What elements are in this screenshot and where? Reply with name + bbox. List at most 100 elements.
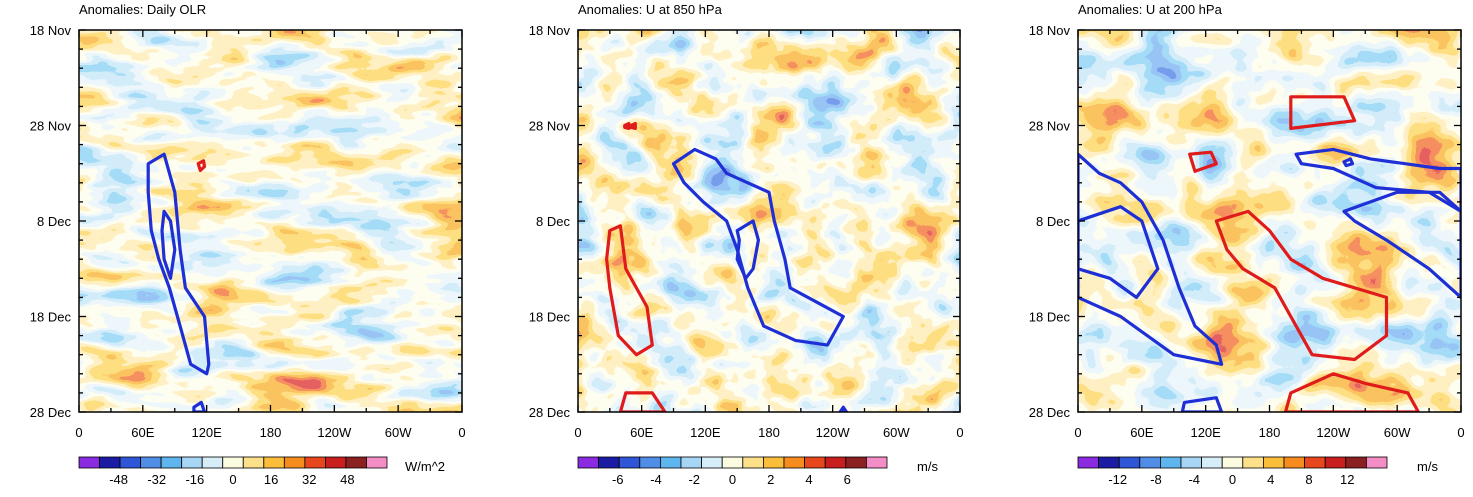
colorbar-swatch (701, 456, 723, 469)
colorbar-swatch (1263, 456, 1285, 469)
colorbar-swatch (1242, 456, 1264, 469)
colorbar-swatch (1098, 456, 1120, 469)
colorbar-swatch (283, 456, 306, 469)
positive-contour-7 (1289, 95, 1357, 130)
colorbar-swatch (660, 456, 682, 469)
y-tick-label: 18 Dec (529, 310, 571, 325)
panel-1: Anomalies: Daily OLR 0 60E 120E 180 120W 60W 0 1… (30, 2, 466, 487)
colorbar-label: 32 (302, 472, 316, 487)
anomaly-field (79, 30, 462, 412)
y-tick-label: 8 Dec (37, 214, 71, 229)
y-tick-label: 28 Nov (529, 119, 571, 134)
negative-contour-1 (671, 147, 845, 347)
colorbar-label: 4 (1267, 472, 1274, 487)
colorbar-swatch (242, 456, 265, 469)
colorbar-swatch (618, 456, 641, 469)
negative-contour-3 (1294, 147, 1461, 213)
negative-contour-2 (160, 209, 177, 280)
colorbar: -12 -8 -4 0 4 8 12 m/s (1077, 456, 1438, 487)
x-tick-label: 60E (131, 425, 154, 440)
colorbar-swatch (680, 456, 703, 469)
colorbar-label: 16 (264, 472, 278, 487)
x-tick-label: 0 (458, 425, 465, 440)
colorbar-swatch (366, 456, 388, 469)
negative-contour-2 (1078, 205, 1160, 299)
colorbar-label: 6 (844, 472, 851, 487)
positive-contour-6 (623, 122, 631, 130)
colorbar-swatch (1283, 456, 1306, 469)
colorbar-swatch (1201, 456, 1223, 469)
x-tick-label: 120E (690, 425, 721, 440)
x-tick-label: 180 (758, 425, 780, 440)
negative-contour-4 (1342, 190, 1461, 299)
colorbar-swatch (1160, 456, 1182, 469)
colorbar-swatch (99, 456, 121, 469)
colorbar-swatch (824, 456, 847, 469)
anomaly-field (1078, 30, 1461, 412)
colorbar-swatch (1118, 456, 1141, 469)
x-tick-label: 120W (816, 425, 851, 440)
y-tick-label: 28 Nov (30, 119, 72, 134)
negative-contour-2 (735, 219, 760, 280)
x-tick-label: 0 (574, 425, 581, 440)
y-tick-label: 18 Nov (1029, 23, 1071, 38)
positive-contour-4 (196, 159, 207, 172)
colorbar-swatch (263, 456, 285, 469)
colorbar-swatch (304, 456, 326, 469)
y-tick-label: 28 Dec (1029, 405, 1071, 420)
y-tick-label: 18 Dec (30, 310, 72, 325)
y-tick-label: 28 Dec (529, 405, 571, 420)
colorbar-label: -4 (1188, 472, 1200, 487)
negative-contour-3 (192, 400, 207, 412)
colorbar-label: 48 (340, 472, 354, 487)
positive-contour-8 (1188, 150, 1218, 173)
y-tick-label: 18 Nov (529, 23, 571, 38)
negative-contour-3 (838, 405, 849, 412)
panel-2: Anomalies: U at 850 hPa 0 60E 120E 180 120W 6 0… (529, 2, 964, 487)
colorbar-swatch (783, 456, 806, 469)
colorbar-swatch (222, 456, 244, 469)
colorbar-swatch (1180, 456, 1203, 469)
negative-contour-1 (1078, 152, 1224, 366)
panel-title: Anomalies: Daily OLR (79, 2, 206, 17)
colorbar-swatch (866, 456, 888, 469)
colorbar-label: -6 (612, 472, 624, 487)
anomaly-field (578, 30, 960, 412)
colorbar-swatch (201, 456, 224, 469)
colorbar-label: -16 (185, 472, 204, 487)
colorbar-label: -48 (109, 472, 128, 487)
negative-contour-1 (146, 152, 211, 376)
x-tick-label: 60E (1130, 425, 1153, 440)
positive-contour-7 (629, 122, 637, 130)
colorbar-label: -32 (147, 472, 166, 487)
colorbar-label: -8 (1150, 472, 1162, 487)
colorbar-swatch (742, 456, 764, 469)
colorbar-swatch (721, 456, 744, 469)
colorbar-label: 0 (729, 472, 736, 487)
colorbar-swatch (119, 456, 141, 469)
x-tick-label: 120W (317, 425, 352, 440)
x-tick-label: 0 (956, 425, 963, 440)
x-tick-label: 0 (75, 425, 82, 440)
colorbar: -48 -32 -16 0 16 32 48 W/m^2 (78, 456, 445, 487)
x-tick-label: 60E (630, 425, 653, 440)
y-tick-label: 28 Dec (30, 405, 72, 420)
colorbar-swatch (140, 456, 162, 469)
y-tick-label: 8 Dec (536, 214, 570, 229)
colorbar-label: 8 (1305, 472, 1312, 487)
colorbar-swatch (1304, 456, 1326, 469)
colorbar-label: 12 (1340, 472, 1354, 487)
panel-title: Anomalies: U at 850 hPa (578, 2, 723, 17)
colorbar-label: 4 (805, 472, 812, 487)
negative-contour-6 (1180, 396, 1224, 412)
colorbar-swatch (639, 456, 661, 469)
colorbar-swatch (1324, 456, 1347, 469)
positive-contour-4 (605, 224, 654, 357)
colorbar-swatch (1366, 456, 1388, 469)
colorbar-swatch (763, 456, 785, 469)
x-tick-label: 180 (260, 425, 282, 440)
y-tick-label: 28 Nov (1029, 119, 1071, 134)
panel-title: Anomalies: U at 200 hPa (1078, 2, 1223, 17)
negative-contour-5 (1342, 157, 1355, 168)
